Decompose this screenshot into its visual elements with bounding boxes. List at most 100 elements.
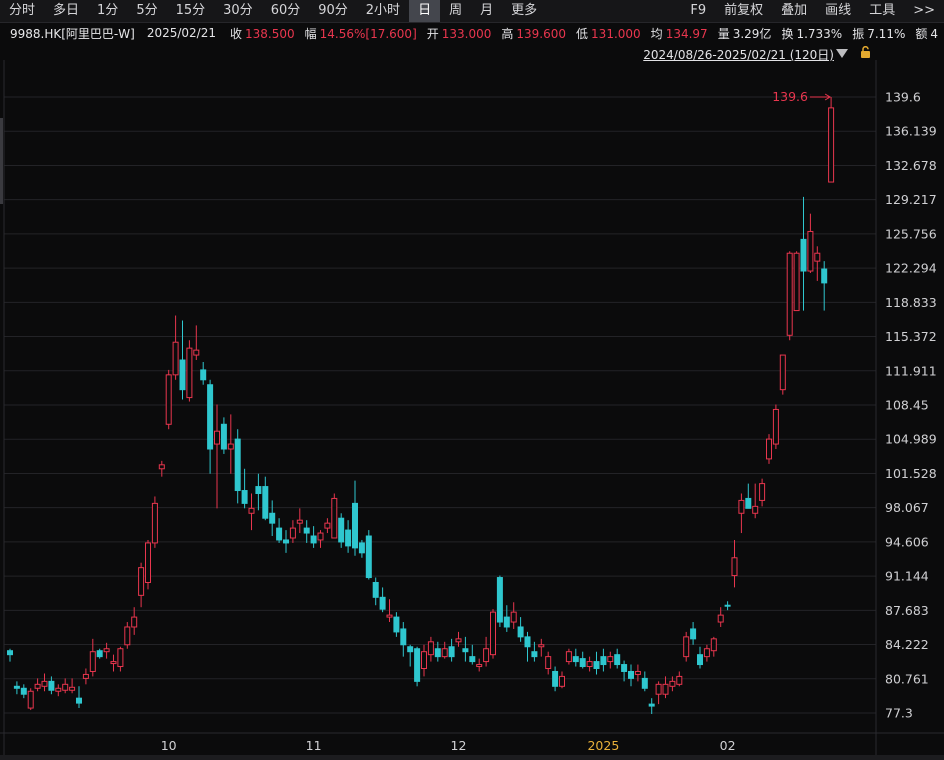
candle [179, 320, 186, 400]
toolbar-right-item-0[interactable]: F9 [690, 3, 707, 18]
toolbar-right-item-5[interactable]: >> [913, 3, 935, 18]
candle-body [717, 614, 724, 623]
candlestick-chart[interactable]: 139.6 136.139 132.678 129.217 125.756 122.294… [0, 60, 944, 755]
candle [779, 354, 786, 395]
date-axis: 10 11 12 2025 02 [0, 732, 944, 753]
candle-body [828, 107, 835, 183]
period-tab-6[interactable]: 60分 [270, 3, 301, 18]
period-tab-9[interactable]: 日 [409, 0, 441, 22]
candle-body [565, 651, 572, 663]
candle-body [621, 664, 628, 672]
candle [634, 664, 641, 682]
high-field: 高 139.600 [501, 26, 567, 41]
period-tab-4[interactable]: 15分 [175, 3, 206, 18]
candle [27, 688, 34, 711]
quote-bar: 9988.HK[阿里巴巴-W] 2025/02/21 收 138.500 幅 14.… [0, 23, 944, 43]
period-tab-5[interactable]: 30分 [223, 3, 253, 18]
candle-body [462, 648, 469, 653]
price-axis: 139.6 136.139 132.678 129.217 125.756 122.294… [885, 90, 937, 721]
candle [683, 631, 690, 662]
candle [538, 638, 545, 657]
candle [579, 651, 586, 669]
candle-body [324, 522, 331, 529]
candle [34, 678, 41, 692]
candle-body [703, 648, 710, 658]
candle-body [434, 648, 441, 658]
price-tick-label: 77.3 [885, 706, 913, 721]
candle [172, 315, 179, 380]
candle [807, 213, 814, 273]
toolbar-right-item-1[interactable]: 前复权 [724, 3, 764, 18]
candle-body [766, 438, 772, 460]
triangle-down-icon[interactable] [836, 49, 848, 58]
candle [510, 602, 517, 629]
price-tick-label: 84.222 [885, 637, 929, 652]
candle [414, 646, 421, 687]
candle [110, 654, 117, 672]
lock-icon[interactable] [860, 46, 871, 58]
candle-body [151, 502, 158, 544]
period-tab-7[interactable]: 90分 [318, 3, 348, 18]
period-tab-0[interactable]: 分时 [9, 3, 36, 18]
candle-body [62, 683, 69, 691]
candle [724, 601, 731, 611]
candle [434, 641, 441, 662]
candle-body [193, 349, 200, 356]
period-tab-8[interactable]: 2小时 [365, 3, 401, 18]
candle-body [117, 648, 124, 668]
candle-body [283, 539, 289, 544]
toolbar-right: F9 前复权 叠加 画线 工具 >> [681, 0, 944, 22]
candle [524, 631, 531, 662]
candle [283, 530, 289, 553]
candle [220, 417, 227, 454]
candle [821, 261, 828, 311]
toolbar-right-item-4[interactable]: 工具 [869, 3, 896, 18]
candle [207, 379, 214, 474]
candle-body [269, 512, 276, 524]
candle-body [772, 408, 779, 445]
candle [690, 622, 697, 645]
candle-body [738, 499, 745, 514]
candle [628, 664, 634, 687]
candle-body [131, 616, 138, 628]
candle-body [276, 527, 283, 541]
date-tick-label: 2025 [587, 738, 619, 753]
turnover-field: 换 1.733% [781, 26, 843, 41]
period-tab-3[interactable]: 5分 [136, 3, 158, 18]
close-value: 138.500 [245, 26, 295, 41]
period-tab-1[interactable]: 多日 [53, 3, 80, 18]
candle-body [400, 628, 407, 646]
candle [255, 473, 262, 511]
candle-body [241, 490, 248, 504]
candle [200, 361, 207, 385]
candle [138, 562, 145, 608]
price-tick-label: 111.911 [885, 363, 937, 378]
candle [517, 617, 524, 642]
candle [131, 607, 138, 635]
candle [393, 612, 400, 637]
open-value: 133.000 [441, 26, 492, 41]
period-tab-10[interactable]: 周 [449, 3, 463, 18]
candle-body [579, 658, 586, 668]
candle [241, 468, 248, 509]
candle-body [372, 581, 379, 598]
candle-body [172, 341, 179, 376]
candle [352, 480, 358, 556]
candle-body [345, 529, 352, 547]
avg-value: 134.97 [665, 26, 708, 41]
candle-body [800, 238, 807, 272]
candle [262, 476, 269, 521]
candle-body [89, 651, 96, 672]
candle [20, 684, 27, 699]
close-field: 收 138.500 [229, 26, 295, 41]
price-tick-label: 104.989 [885, 432, 937, 447]
period-tab-11[interactable]: 月 [480, 3, 494, 18]
toolbar-right-item-3[interactable]: 画线 [825, 3, 852, 18]
period-tab-12[interactable]: 更多 [511, 3, 538, 18]
toolbar-right-item-2[interactable]: 叠加 [781, 3, 808, 18]
avg-field: 均 134.97 [650, 26, 708, 41]
period-tab-2[interactable]: 1分 [97, 3, 119, 18]
scrollbar-thumb[interactable] [0, 118, 3, 204]
date-range-label[interactable]: 2024/08/26-2025/02/21 (120日) [643, 48, 834, 62]
candle-body [545, 656, 552, 670]
